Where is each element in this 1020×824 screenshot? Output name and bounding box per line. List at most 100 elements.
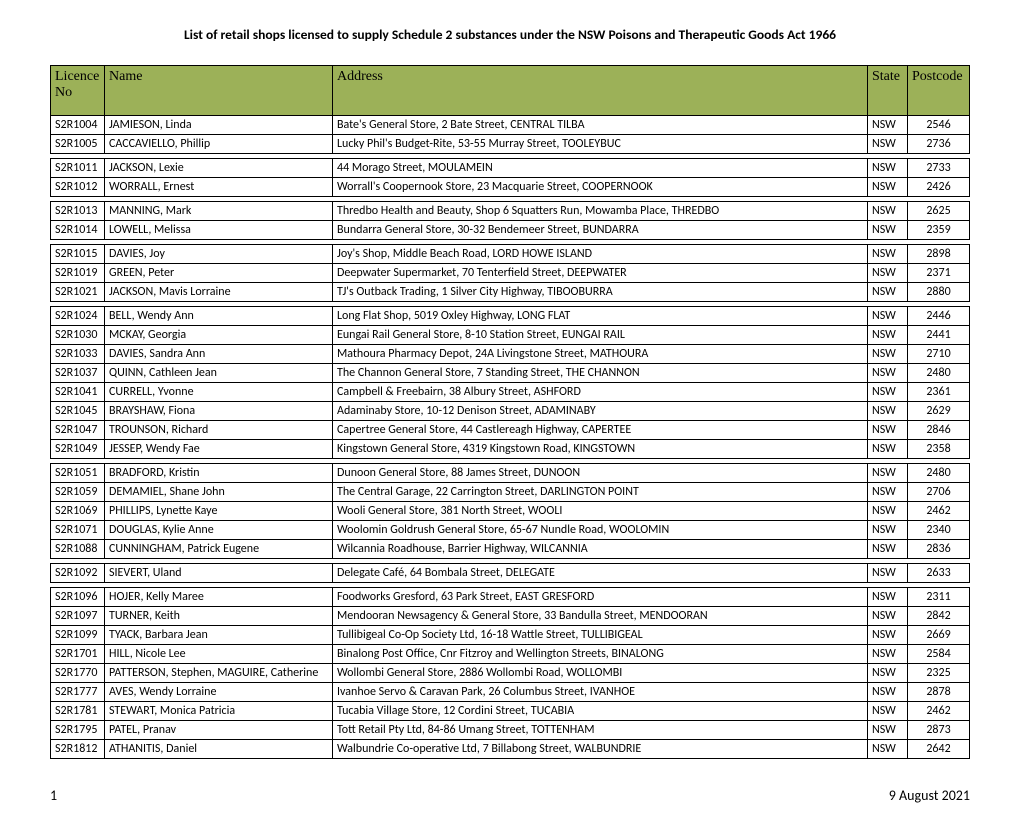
licence-no: S2R1770 xyxy=(51,664,105,683)
table-row: S2R1701HILL, Nicole LeeBinalong Post Off… xyxy=(51,645,970,664)
table-row: S2R1004JAMIESON, LindaBate's General Sto… xyxy=(51,116,970,135)
postcode: 2633 xyxy=(908,564,970,583)
postcode: 2359 xyxy=(908,221,970,240)
state: NSW xyxy=(868,345,908,364)
licensee-name: CACCAVIELLO, Phillip xyxy=(105,135,333,154)
state: NSW xyxy=(868,264,908,283)
licensee-name: DEMAMIEL, Shane John xyxy=(105,483,333,502)
table-row: S2R1019GREEN, PeterDeepwater Supermarket… xyxy=(51,264,970,283)
postcode: 2358 xyxy=(908,440,970,459)
table-row: S2R1047TROUNSON, RichardCapertree Genera… xyxy=(51,421,970,440)
address: Joy's Shop, Middle Beach Road, LORD HOWE… xyxy=(333,245,868,264)
table-row: S2R1795PATEL, PranavTott Retail Pty Ltd,… xyxy=(51,721,970,740)
postcode: 2836 xyxy=(908,540,970,559)
licence-no: S2R1099 xyxy=(51,626,105,645)
postcode: 2462 xyxy=(908,702,970,721)
licensee-name: QUINN, Cathleen Jean xyxy=(105,364,333,383)
table-row: S2R1777AVES, Wendy LorraineIvanhoe Servo… xyxy=(51,683,970,702)
postcode: 2371 xyxy=(908,264,970,283)
table-row: S2R1071DOUGLAS, Kylie AnneWoolomin Goldr… xyxy=(51,521,970,540)
state: NSW xyxy=(868,440,908,459)
state: NSW xyxy=(868,245,908,264)
table-row: S2R1781STEWART, Monica PatriciaTucabia V… xyxy=(51,702,970,721)
state: NSW xyxy=(868,116,908,135)
licence-no: S2R1030 xyxy=(51,326,105,345)
state: NSW xyxy=(868,202,908,221)
licensee-name: TROUNSON, Richard xyxy=(105,421,333,440)
licence-table: Licence NoNameAddressStatePostcode S2R10… xyxy=(50,65,970,759)
licensee-name: PATEL, Pranav xyxy=(105,721,333,740)
licence-no: S2R1024 xyxy=(51,307,105,326)
postcode: 2842 xyxy=(908,607,970,626)
licensee-name: HOJER, Kelly Maree xyxy=(105,588,333,607)
page-footer: 1 9 August 2021 xyxy=(50,787,970,804)
licence-no: S2R1004 xyxy=(51,116,105,135)
table-row: S2R1014LOWELL, MelissaBundarra General S… xyxy=(51,221,970,240)
licensee-name: GREEN, Peter xyxy=(105,264,333,283)
address: Thredbo Health and Beauty, Shop 6 Squatt… xyxy=(333,202,868,221)
postcode: 2311 xyxy=(908,588,970,607)
address: Tullibigeal Co-Op Society Ltd, 16-18 Wat… xyxy=(333,626,868,645)
state: NSW xyxy=(868,135,908,154)
postcode: 2669 xyxy=(908,626,970,645)
table-header: Licence NoNameAddressStatePostcode xyxy=(51,66,970,116)
postcode: 2340 xyxy=(908,521,970,540)
postcode: 2462 xyxy=(908,502,970,521)
licence-no: S2R1037 xyxy=(51,364,105,383)
licensee-name: STEWART, Monica Patricia xyxy=(105,702,333,721)
table-row: S2R1005CACCAVIELLO, PhillipLucky Phil's … xyxy=(51,135,970,154)
licence-no: S2R1015 xyxy=(51,245,105,264)
postcode: 2629 xyxy=(908,402,970,421)
state: NSW xyxy=(868,483,908,502)
column-header: State xyxy=(868,66,908,116)
state: NSW xyxy=(868,540,908,559)
licence-no: S2R1013 xyxy=(51,202,105,221)
licence-no: S2R1012 xyxy=(51,178,105,197)
postcode: 2846 xyxy=(908,421,970,440)
licensee-name: BRAYSHAW, Fiona xyxy=(105,402,333,421)
address: Tucabia Village Store, 12 Cordini Street… xyxy=(333,702,868,721)
column-header: Licence No xyxy=(51,66,105,116)
postcode: 2873 xyxy=(908,721,970,740)
postcode: 2736 xyxy=(908,135,970,154)
licensee-name: WORRALL, Ernest xyxy=(105,178,333,197)
licensee-name: JACKSON, Lexie xyxy=(105,159,333,178)
state: NSW xyxy=(868,283,908,302)
licensee-name: LOWELL, Melissa xyxy=(105,221,333,240)
state: NSW xyxy=(868,502,908,521)
licensee-name: SIEVERT, Uland xyxy=(105,564,333,583)
table-row: S2R1088CUNNINGHAM, Patrick EugeneWilcann… xyxy=(51,540,970,559)
state: NSW xyxy=(868,178,908,197)
licence-no: S2R1051 xyxy=(51,464,105,483)
state: NSW xyxy=(868,721,908,740)
licence-no: S2R1069 xyxy=(51,502,105,521)
postcode: 2325 xyxy=(908,664,970,683)
licence-no: S2R1096 xyxy=(51,588,105,607)
address: Ivanhoe Servo & Caravan Park, 26 Columbu… xyxy=(333,683,868,702)
state: NSW xyxy=(868,421,908,440)
address: Worrall's Coopernook Store, 23 Macquarie… xyxy=(333,178,868,197)
licence-no: S2R1005 xyxy=(51,135,105,154)
licence-no: S2R1701 xyxy=(51,645,105,664)
postcode: 2480 xyxy=(908,464,970,483)
postcode: 2878 xyxy=(908,683,970,702)
table-row: S2R1069PHILLIPS, Lynette KayeWooli Gener… xyxy=(51,502,970,521)
state: NSW xyxy=(868,464,908,483)
postcode: 2710 xyxy=(908,345,970,364)
table-row: S2R1770PATTERSON, Stephen, MAGUIRE, Cath… xyxy=(51,664,970,683)
licensee-name: MCKAY, Georgia xyxy=(105,326,333,345)
licence-no: S2R1097 xyxy=(51,607,105,626)
postcode: 2880 xyxy=(908,283,970,302)
table-row: S2R1051BRADFORD, KristinDunoon General S… xyxy=(51,464,970,483)
table-row: S2R1097TURNER, KeithMendooran Newsagency… xyxy=(51,607,970,626)
address: The Channon General Store, 7 Standing St… xyxy=(333,364,868,383)
licensee-name: PATTERSON, Stephen, MAGUIRE, Catherine xyxy=(105,664,333,683)
column-header: Address xyxy=(333,66,868,116)
postcode: 2546 xyxy=(908,116,970,135)
table-row: S2R1096HOJER, Kelly MareeFoodworks Gresf… xyxy=(51,588,970,607)
licensee-name: ATHANITIS, Daniel xyxy=(105,740,333,759)
postcode: 2898 xyxy=(908,245,970,264)
table-row: S2R1012WORRALL, ErnestWorrall's Cooperno… xyxy=(51,178,970,197)
state: NSW xyxy=(868,588,908,607)
licence-no: S2R1021 xyxy=(51,283,105,302)
